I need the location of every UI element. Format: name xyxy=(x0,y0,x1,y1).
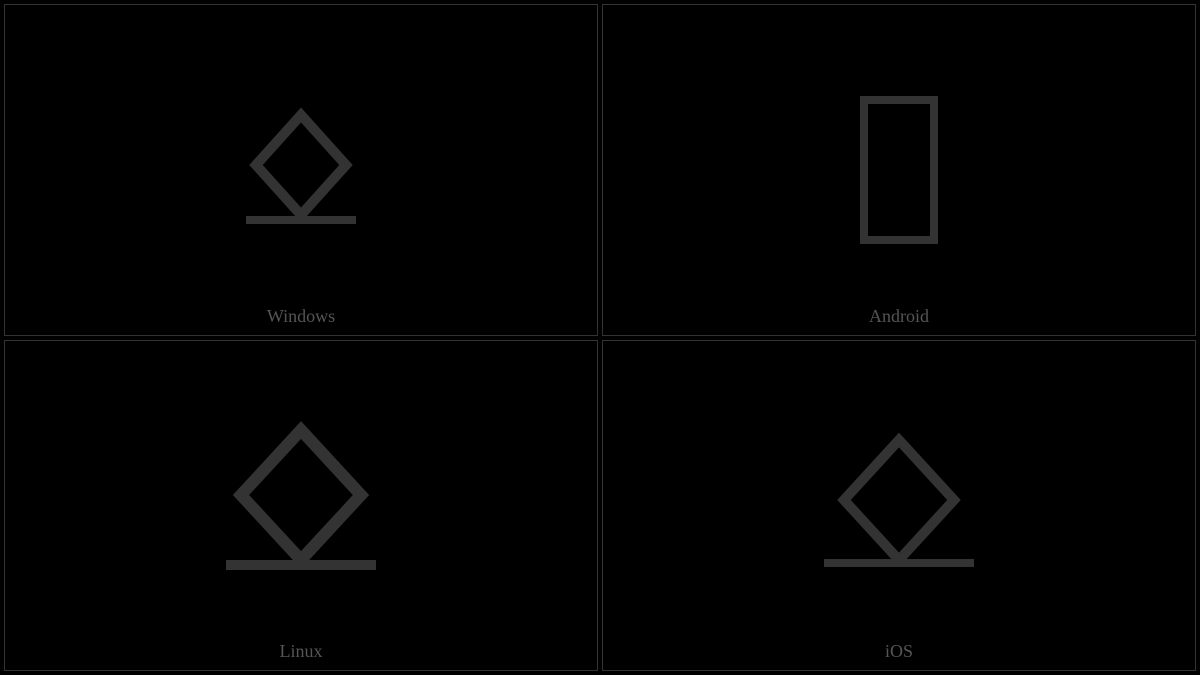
glyph-android xyxy=(603,5,1195,335)
cell-linux: Linux xyxy=(4,340,598,672)
glyph-ios xyxy=(603,341,1195,671)
diamond-underbar-icon xyxy=(799,405,999,605)
diamond-underbar-icon xyxy=(201,405,401,605)
missing-glyph-icon xyxy=(809,70,989,270)
cell-label: iOS xyxy=(885,641,913,662)
cell-label: Android xyxy=(869,306,929,327)
cell-ios: iOS xyxy=(602,340,1196,672)
cell-label: Windows xyxy=(267,306,335,327)
cell-windows: Windows xyxy=(4,4,598,336)
glyph-grid: Windows Android Linux iOS xyxy=(0,0,1200,675)
cell-label: Linux xyxy=(280,641,323,662)
diamond-underbar-icon xyxy=(211,80,391,260)
glyph-windows xyxy=(5,5,597,335)
cell-android: Android xyxy=(602,4,1196,336)
glyph-linux xyxy=(5,341,597,671)
